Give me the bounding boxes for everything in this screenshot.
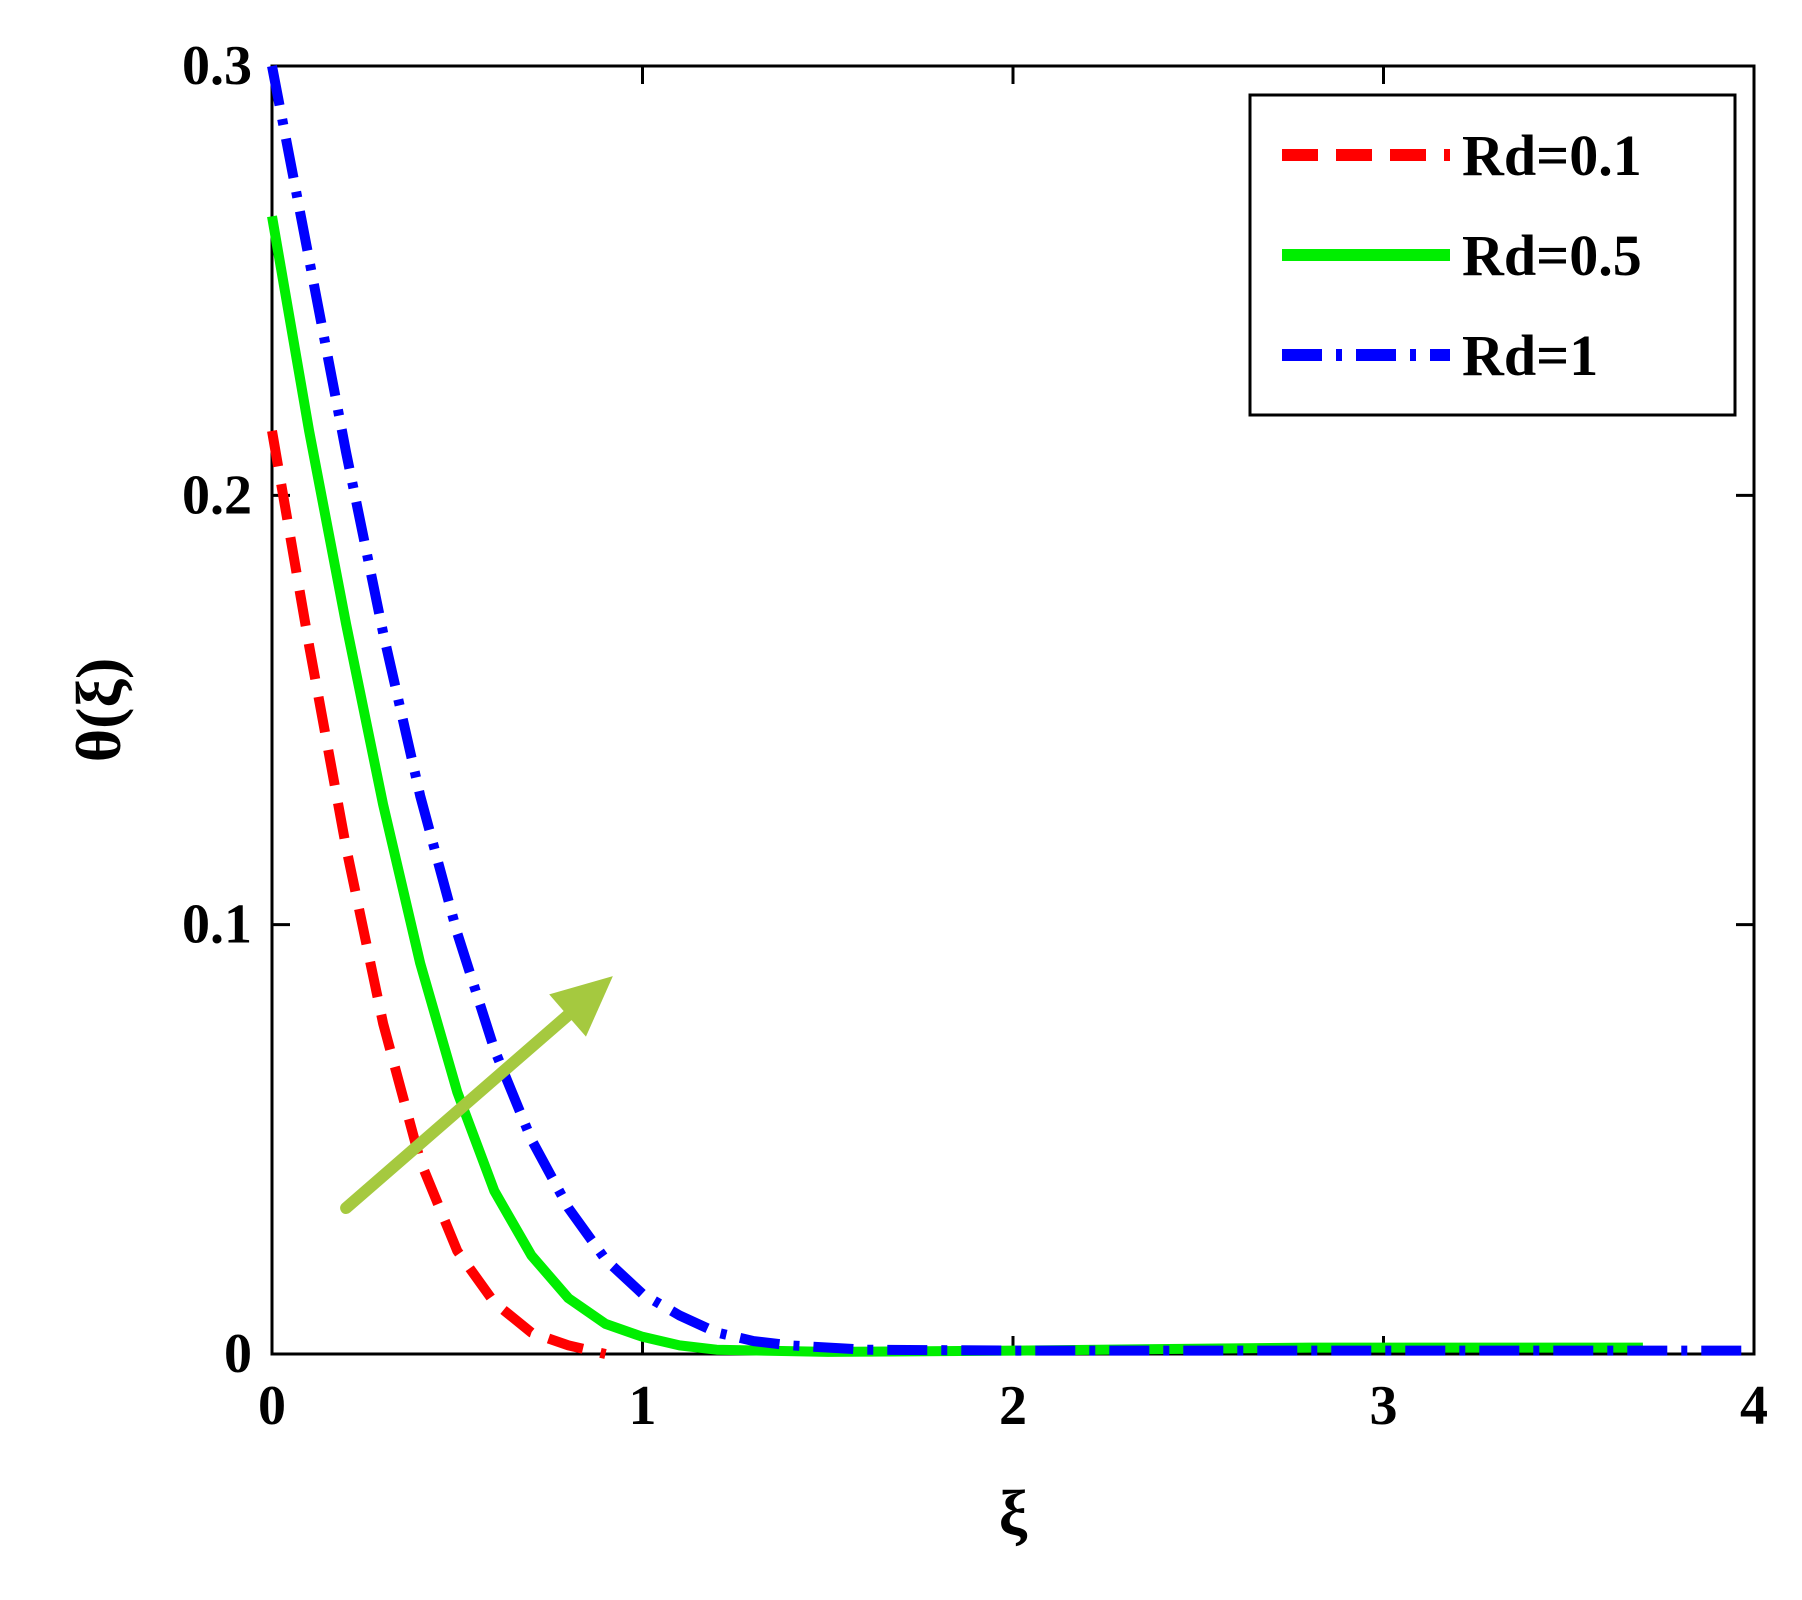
x-axis-label: ξ	[999, 1477, 1028, 1548]
series-lines	[267, 65, 1754, 1359]
x-tick-label: 1	[629, 1375, 657, 1437]
y-tick-labels: 0 0.1 0.2 0.3	[182, 35, 252, 1385]
arrow-shaft	[340, 1009, 574, 1215]
x-tick-label: 4	[1740, 1375, 1768, 1437]
legend-label-2: Rd=0.5	[1462, 223, 1642, 288]
annotation-arrow	[340, 976, 613, 1215]
legend: Rd=0.1 Rd=0.5 Rd=1	[1248, 93, 1737, 417]
y-tick-label: 0.2	[182, 464, 252, 526]
axis-ticks	[270, 64, 1756, 1356]
y-axis-label: θ(ξ)	[63, 658, 134, 763]
x-tick-label: 0	[258, 1375, 286, 1437]
arrow-head	[549, 976, 613, 1037]
x-tick-label: 2	[999, 1375, 1027, 1437]
y-tick-label: 0.3	[182, 35, 252, 97]
y-tick-label: 0.1	[182, 894, 252, 956]
legend-label-1: Rd=0.1	[1462, 123, 1642, 188]
legend-label-3: Rd=1	[1462, 323, 1598, 388]
y-tick-label: 0	[224, 1323, 252, 1385]
series-line-3	[267, 65, 1754, 1356]
x-tick-labels: 0 1 2 3 4	[258, 1375, 1768, 1437]
series-line-1	[267, 430, 607, 1359]
x-tick-label: 3	[1370, 1375, 1398, 1437]
